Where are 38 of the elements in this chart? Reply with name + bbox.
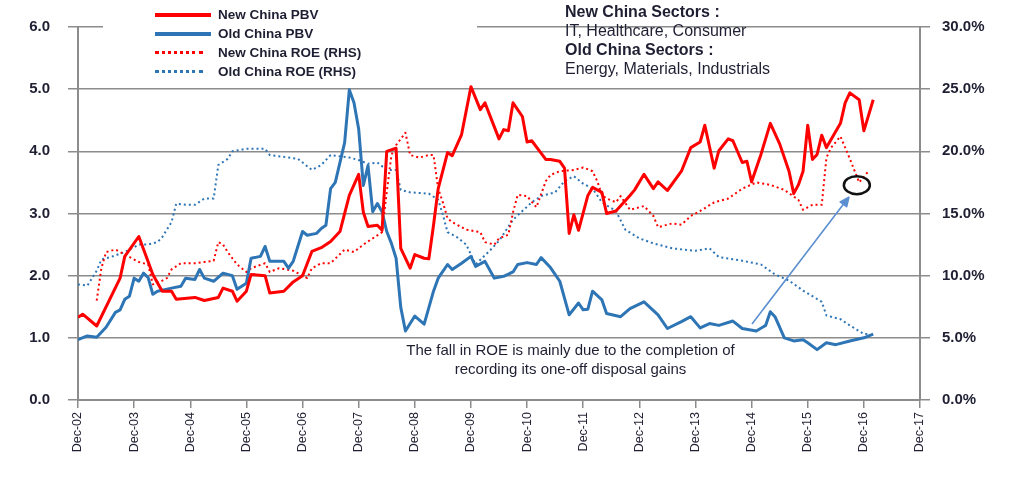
x-tick-label: Dec-10 (519, 411, 534, 453)
x-tick-label: Dec-17 (912, 411, 927, 453)
y-tick-label: 1.0 (29, 327, 50, 345)
x-tick-label: Dec-13 (687, 411, 702, 453)
y-tick-label: 2.0 (29, 265, 50, 283)
x-tick-label: Dec-15 (800, 411, 815, 453)
x-tick-label: Dec-16 (856, 411, 871, 453)
y2-tick-label: 30.0% (942, 17, 985, 35)
line-series (95, 131, 870, 302)
y2-tick-label: 0.0% (942, 390, 977, 408)
x-tick-label: Dec-12 (631, 411, 646, 453)
x-tick-label: Dec-08 (407, 411, 422, 453)
legend-label: New China PBV (218, 7, 319, 22)
y2-tick-label: 20.0% (942, 141, 985, 159)
x-tick-label: Dec-02 (70, 411, 85, 453)
legend-label: Old China PBV (218, 26, 314, 41)
y2-tick-label: 10.0% (942, 265, 985, 283)
x-tick-label: Dec-06 (294, 411, 309, 453)
y2-tick-label: 25.0% (942, 79, 985, 97)
x-tick-label: Dec-05 (238, 411, 253, 453)
x-tick-label: Dec-14 (744, 411, 759, 453)
y2-tick-label: 5.0% (942, 327, 977, 345)
y-tick-label: 0.0 (29, 390, 50, 408)
legend-label: Old China ROE (RHS) (218, 64, 356, 79)
y-tick-label: 3.0 (29, 203, 50, 221)
annotation: The fall in ROE is mainly due to the completion of recording its one-off disposal gains (405, 340, 736, 378)
x-tick-label: Dec-09 (463, 411, 478, 453)
y-tick-label: 6.0 (29, 17, 50, 35)
x-tick-label: Dec-03 (126, 411, 141, 453)
annotation: New China Sectors : IT, Healthcare, Consumer (565, 2, 748, 40)
y2-tick-label: 15.0% (942, 203, 985, 221)
y-tick-label: 5.0 (29, 79, 50, 97)
x-tick-label: Dec-11 (575, 411, 590, 452)
x-tick-label: Dec-04 (182, 411, 197, 453)
y-tick-label: 4.0 (29, 141, 50, 159)
x-tick-label: Dec-07 (351, 411, 366, 453)
annotation: Old China Sectors : Energy, Materials, Industrials (565, 40, 772, 78)
legend-label: New China ROE (RHS) (218, 45, 362, 60)
